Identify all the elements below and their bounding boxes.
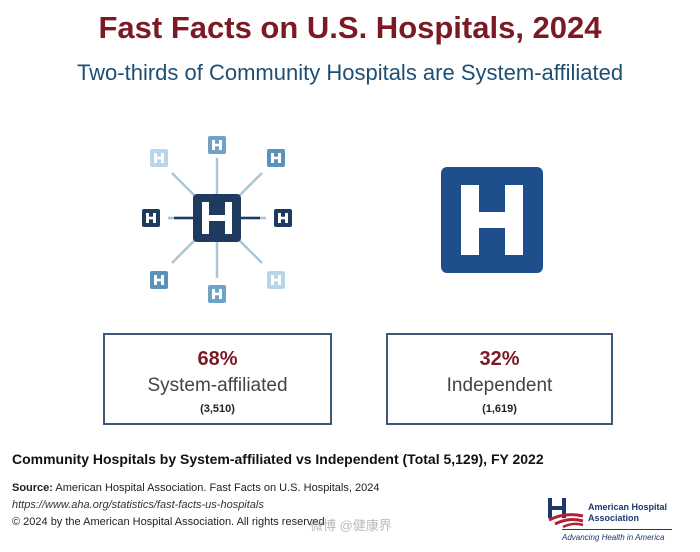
aha-logo-icon	[548, 498, 584, 529]
independent-stat-box: 32% Independent (1,619)	[386, 333, 613, 425]
hospital-h-icon	[441, 167, 543, 273]
aha-logo-divider	[562, 529, 672, 530]
aha-tagline: Advancing Health in America	[562, 533, 665, 542]
aha-name-line2: Association	[588, 513, 640, 523]
system-affiliated-stat-box: 68% System-affiliated (3,510)	[103, 333, 332, 425]
system-affiliated-count: (3,510)	[200, 403, 235, 415]
source-text: American Hospital Association. Fast Fact…	[55, 482, 380, 494]
independent-label: Independent	[446, 375, 553, 396]
source-label: Source:	[12, 482, 53, 494]
copyright-text: © 2024 by the American Hospital Associat…	[12, 516, 325, 528]
chart-caption: Community Hospitals by System-affiliated…	[12, 451, 544, 467]
system-affiliated-percent: 68%	[197, 348, 238, 370]
independent-percent: 32%	[479, 348, 520, 370]
independent-count: (1,619)	[482, 403, 517, 415]
system-affiliated-label: System-affiliated	[147, 375, 288, 396]
aha-name-line1: American Hospital	[588, 502, 668, 512]
watermark: 微博 @健康界	[310, 518, 392, 533]
hospital-network-icon	[142, 136, 292, 303]
center-hospital-icon	[193, 194, 241, 242]
page-subtitle: Two-thirds of Community Hospitals are Sy…	[76, 60, 624, 85]
source-url-link[interactable]: https://www.aha.org/statistics/fast-fact…	[12, 499, 264, 511]
source-line: Source: American Hospital Association. F…	[12, 482, 379, 494]
page-title: Fast Facts on U.S. Hospitals, 2024	[98, 10, 602, 45]
aha-logo-name: American Hospital Association	[588, 502, 688, 524]
